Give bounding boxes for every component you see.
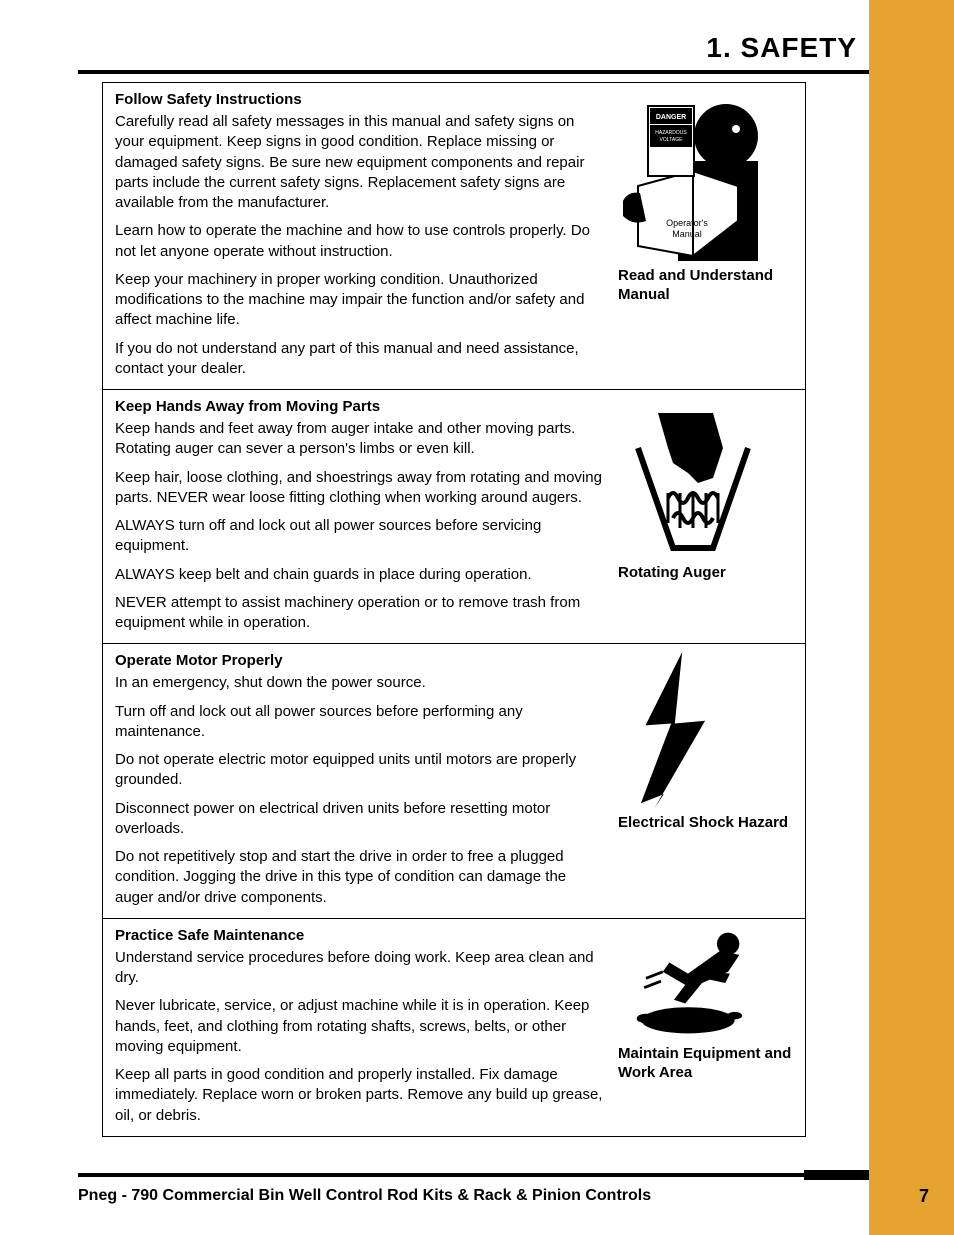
section-paragraph: Disconnect power on electrical driven un… <box>115 799 603 840</box>
section-paragraph: Keep hands and feet away from auger inta… <box>115 419 603 460</box>
slip-fall-icon <box>618 927 758 1039</box>
section-text: Keep Hands Away from Moving Parts Keep h… <box>115 398 603 633</box>
read-manual-icon: DANGER HAZARDOUS VOLTAGE Operator's Manu… <box>618 91 768 261</box>
svg-text:HAZARDOUS: HAZARDOUS <box>655 130 687 136</box>
safety-section: Keep Hands Away from Moving Parts Keep h… <box>103 390 805 644</box>
rotating-auger-icon <box>618 408 768 558</box>
section-paragraph: Do not repetitively stop and start the d… <box>115 847 603 908</box>
section-paragraph: Carefully read all safety messages in th… <box>115 112 603 213</box>
section-text: Practice Safe Maintenance Understand ser… <box>115 927 603 1126</box>
section-paragraph: If you do not understand any part of thi… <box>115 339 603 380</box>
svg-text:VOLTAGE: VOLTAGE <box>660 137 684 143</box>
content-box: Follow Safety Instructions Carefully rea… <box>102 82 806 1137</box>
page-footer: Pneg - 790 Commercial Bin Well Control R… <box>78 1173 869 1205</box>
section-icon-block: Electrical Shock Hazard <box>618 652 793 908</box>
section-title: Follow Safety Instructions <box>115 91 603 108</box>
section-paragraph: Learn how to operate the machine and how… <box>115 221 603 262</box>
page-header: 1. SAFETY <box>78 32 869 64</box>
section-title: Keep Hands Away from Moving Parts <box>115 398 603 415</box>
section-paragraph: Never lubricate, service, or adjust mach… <box>115 996 603 1057</box>
svg-text:Operator's: Operator's <box>666 218 708 228</box>
footer-text: Pneg - 790 Commercial Bin Well Control R… <box>78 1187 869 1205</box>
section-title: Practice Safe Maintenance <box>115 927 603 944</box>
footer-doc-title: Pneg - 790 Commercial Bin Well Control R… <box>78 1187 651 1205</box>
icon-caption: Read and Understand Manual <box>618 267 793 305</box>
icon-caption: Maintain Equipment and Work Area <box>618 1045 793 1083</box>
section-title: Operate Motor Properly <box>115 652 603 669</box>
safety-section: Follow Safety Instructions Carefully rea… <box>103 83 805 390</box>
section-text: Follow Safety Instructions Carefully rea… <box>115 91 603 379</box>
header-rule <box>78 70 869 74</box>
section-paragraph: In an emergency, shut down the power sou… <box>115 673 603 693</box>
safety-section: Operate Motor Properly In an emergency, … <box>103 644 805 919</box>
accent-sidebar <box>869 0 954 1235</box>
svg-text:DANGER: DANGER <box>656 114 686 121</box>
section-paragraph: Turn off and lock out all power sources … <box>115 702 603 743</box>
footer-rule <box>78 1173 869 1177</box>
page-number: 7 <box>919 1186 929 1207</box>
electrical-shock-icon <box>618 652 728 808</box>
section-icon-block: Maintain Equipment and Work Area <box>618 927 793 1126</box>
section-paragraph: Keep your machinery in proper working co… <box>115 270 603 331</box>
section-paragraph: ALWAYS keep belt and chain guards in pla… <box>115 565 603 585</box>
section-paragraph: Do not operate electric motor equipped u… <box>115 750 603 791</box>
section-paragraph: NEVER attempt to assist machinery operat… <box>115 593 603 634</box>
section-text: Operate Motor Properly In an emergency, … <box>115 652 603 908</box>
section-paragraph: Keep hair, loose clothing, and shoestrin… <box>115 468 603 509</box>
page-title: 1. SAFETY <box>706 32 857 63</box>
icon-caption: Electrical Shock Hazard <box>618 814 788 833</box>
icon-caption: Rotating Auger <box>618 564 726 583</box>
section-paragraph: Keep all parts in good condition and pro… <box>115 1065 603 1126</box>
section-icon-block: Rotating Auger <box>618 398 793 633</box>
section-paragraph: Understand service procedures before doi… <box>115 948 603 989</box>
safety-section: Practice Safe Maintenance Understand ser… <box>103 919 805 1136</box>
svg-text:Manual: Manual <box>672 229 702 239</box>
section-paragraph: ALWAYS turn off and lock out all power s… <box>115 516 603 557</box>
section-icon-block: DANGER HAZARDOUS VOLTAGE Operator's Manu… <box>618 91 793 379</box>
